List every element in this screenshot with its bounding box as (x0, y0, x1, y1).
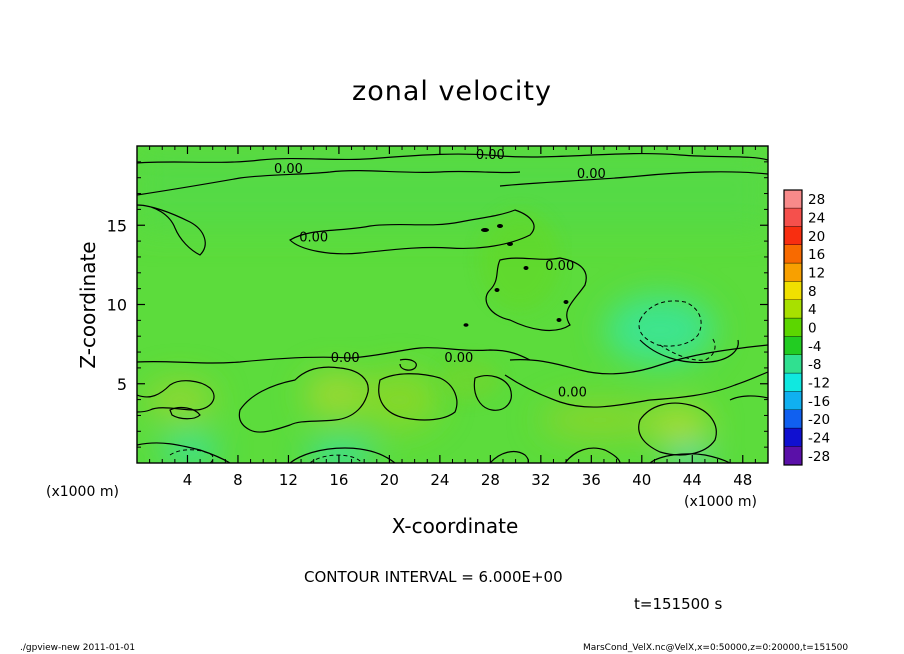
footer-left: ./gpview-new 2011-01-01 (20, 643, 136, 653)
colorbar-swatch (784, 300, 802, 319)
y-tick-label: 5 (117, 375, 127, 394)
chart-title: zonal velocity (352, 76, 552, 107)
heatmap-field (137, 146, 768, 463)
colorbar-label: -12 (808, 376, 830, 392)
colorbar-label: 0 (808, 321, 817, 337)
colorbar-label: -24 (808, 431, 830, 447)
colorbar-label: -28 (808, 449, 830, 465)
contour-labels: 0.00 0.00 0.00 0.00 0.00 0.00 0.00 0.00 (274, 148, 606, 401)
colorbar-swatch (784, 336, 802, 355)
x-tick-label: 24 (430, 471, 449, 489)
x-ticks: 4 8 12 16 20 24 28 32 36 40 44 48 (149, 146, 756, 489)
colorbar-frame (783, 189, 803, 466)
x-tick-label: 8 (233, 471, 243, 489)
colorbar-swatch (784, 226, 802, 245)
colorbar-swatch (784, 391, 802, 410)
x-axis-label: X-coordinate (391, 514, 519, 538)
colorbar-swatch (784, 355, 802, 374)
x-tick-label: 4 (183, 471, 193, 489)
colorbar-label: 8 (808, 284, 817, 300)
x-tick-label: 28 (481, 471, 500, 489)
colorbar-swatch (784, 190, 802, 209)
contour-label: 0.00 (558, 386, 587, 401)
x-tick-label: 12 (279, 471, 298, 489)
x-tick-label: 44 (683, 471, 702, 489)
contour-lines (137, 152, 768, 463)
colorbar-swatch (784, 263, 802, 282)
x-axis-unit-right: (x1000 m) (684, 494, 757, 510)
x-tick-label: 16 (329, 471, 348, 489)
contour-label: 0.00 (545, 259, 574, 274)
colorbar-label: -4 (808, 339, 821, 355)
colorbar-swatch (784, 410, 802, 429)
small-contour-features (463, 224, 569, 327)
contour-label: 0.00 (299, 230, 328, 245)
colorbar-swatch (784, 373, 802, 392)
x-tick-label: 20 (380, 471, 399, 489)
colorbar-label: 12 (808, 266, 825, 282)
colorbar-swatch (784, 245, 802, 264)
colorbar-label: 4 (808, 302, 817, 318)
y-tick-label: 10 (107, 296, 127, 315)
colorbar-label: 16 (808, 247, 825, 263)
colorbar-label: -16 (808, 394, 830, 410)
footer-right: MarsCond_VelX.nc@VelX,x=0:50000,z=0:2000… (583, 643, 849, 653)
colorbar-label: -8 (808, 357, 821, 373)
colorbar-swatch (784, 446, 802, 465)
colorbar: 28 24 20 16 12 8 4 0 -4 -8 -12 -16 -20 -24 -28 (783, 189, 830, 466)
colorbar-label: 20 (808, 229, 825, 245)
contour-label: 0.00 (331, 351, 360, 366)
x-tick-label: 40 (632, 471, 651, 489)
negative-contours (169, 300, 716, 463)
x-tick-label: 36 (582, 471, 601, 489)
colorbar-label: 24 (808, 211, 825, 227)
colorbar-swatch (784, 281, 802, 300)
colorbar-label: 28 (808, 192, 825, 208)
colorbar-label: -20 (808, 412, 830, 428)
colorbar-swatch (784, 318, 802, 337)
colorbar-swatch (784, 208, 802, 227)
contour-interval-label: CONTOUR INTERVAL = 6.000E+00 (304, 568, 563, 586)
contour-label: 0.00 (274, 162, 303, 177)
colorbar-swatch (784, 428, 802, 447)
x-axis-unit-left: (x1000 m) (46, 484, 119, 500)
y-tick-label: 15 (107, 216, 127, 235)
contour-label: 0.00 (577, 167, 606, 182)
x-tick-label: 32 (531, 471, 550, 489)
time-label: t=151500 s (634, 595, 723, 613)
y-ticks: 5 10 15 (107, 161, 768, 448)
contour-label: 0.00 (444, 351, 473, 366)
x-tick-label: 48 (733, 471, 752, 489)
contour-label: 0.00 (476, 148, 505, 163)
